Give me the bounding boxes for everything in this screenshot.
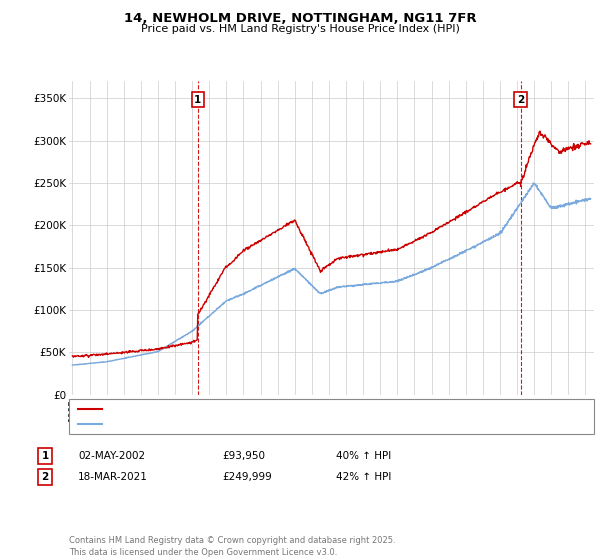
Text: 42% ↑ HPI: 42% ↑ HPI (336, 472, 391, 482)
Text: 40% ↑ HPI: 40% ↑ HPI (336, 451, 391, 461)
Text: 2: 2 (41, 472, 49, 482)
Text: 2: 2 (517, 95, 524, 105)
Text: 18-MAR-2021: 18-MAR-2021 (78, 472, 148, 482)
Text: 14, NEWHOLM DRIVE, NOTTINGHAM, NG11 7FR: 14, NEWHOLM DRIVE, NOTTINGHAM, NG11 7FR (124, 12, 476, 25)
Text: £249,999: £249,999 (222, 472, 272, 482)
Text: 02-MAY-2002: 02-MAY-2002 (78, 451, 145, 461)
Text: 1: 1 (41, 451, 49, 461)
Text: 1: 1 (194, 95, 202, 105)
Text: Price paid vs. HM Land Registry's House Price Index (HPI): Price paid vs. HM Land Registry's House … (140, 24, 460, 34)
Text: HPI: Average price, semi-detached house, City of Nottingham: HPI: Average price, semi-detached house,… (105, 419, 405, 430)
Text: 14, NEWHOLM DRIVE, NOTTINGHAM, NG11 7FR (semi-detached house): 14, NEWHOLM DRIVE, NOTTINGHAM, NG11 7FR … (105, 404, 453, 414)
Text: £93,950: £93,950 (222, 451, 265, 461)
Text: Contains HM Land Registry data © Crown copyright and database right 2025.
This d: Contains HM Land Registry data © Crown c… (69, 536, 395, 557)
